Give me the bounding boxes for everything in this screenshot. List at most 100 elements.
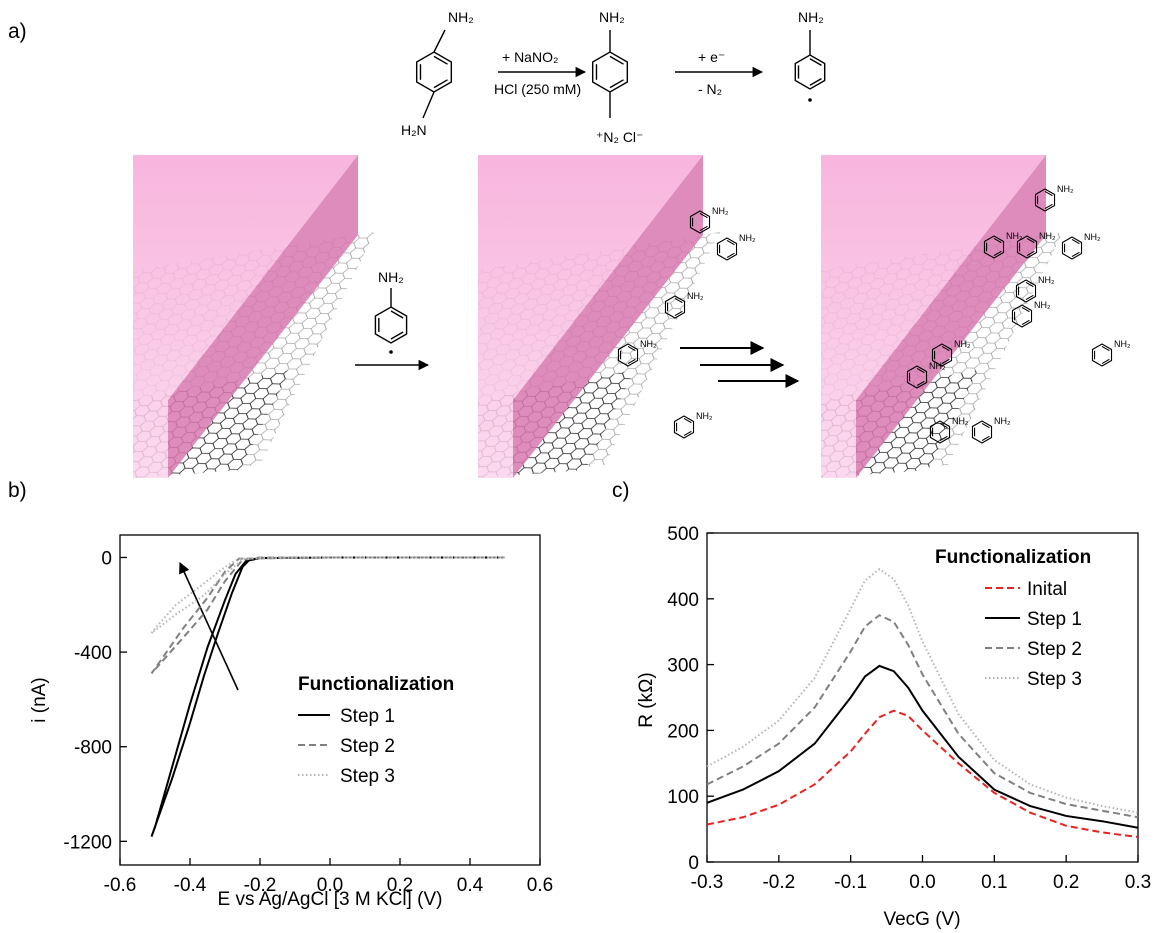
double-bond [433, 79, 448, 89]
electrode-face [513, 155, 703, 478]
y-tick-label: 200 [667, 721, 699, 742]
legend-label: Step 1 [340, 706, 395, 727]
benzene-ring [971, 420, 993, 444]
electrode-top [133, 155, 358, 478]
y-axis-label: i (nA) [29, 677, 50, 722]
bond [433, 29, 446, 53]
data-line [706, 664, 1139, 829]
benzene-ring [716, 237, 738, 261]
double-bond [981, 435, 990, 442]
double-bond [683, 417, 692, 424]
x-tick-label: 0.2 [1053, 872, 1079, 893]
reaction-scheme: NH₂ H₂N + NaNO₂ HCl (250 mM) NH₂ ⁺N₂ Cl⁻… [355, 9, 824, 388]
data-line [150, 556, 505, 634]
formula: NH₂ [599, 9, 625, 25]
double-bond [699, 212, 708, 219]
x-tick-label: 0.2 [387, 875, 413, 896]
amine-label: NH₂ [1006, 231, 1023, 241]
x-tick-label: -0.4 [174, 875, 207, 896]
y-tick-label: -800 [74, 738, 112, 759]
double-bond [981, 422, 990, 429]
formula: NH₂ [798, 9, 824, 25]
legend-label: Step 2 [1027, 639, 1082, 660]
double-bond [390, 310, 404, 319]
double-bond [939, 435, 948, 442]
y-tick-label: 400 [667, 590, 699, 611]
double-bond [1101, 345, 1110, 352]
x-tick-label: -0.2 [244, 875, 277, 896]
double-bond [941, 345, 950, 352]
double-bond [993, 250, 1002, 257]
data-line [706, 567, 1139, 814]
y-tick-label: 0 [688, 853, 699, 874]
amine-label: NH₂ [1039, 231, 1056, 241]
legend-label: Step 2 [340, 736, 395, 757]
double-bond [609, 79, 624, 89]
benzene-ring [794, 54, 826, 90]
double-bond [1071, 238, 1080, 245]
double-bond [916, 380, 925, 387]
y-tick-label: 300 [667, 656, 699, 677]
benzene-ring [374, 306, 408, 344]
double-bond [916, 367, 925, 374]
benzene-ring [1034, 188, 1056, 212]
double-bond [809, 58, 822, 66]
double-bond [1021, 319, 1030, 326]
benzene-ring [1011, 304, 1033, 328]
x-tick-label: -0.6 [104, 875, 137, 896]
double-bond [609, 55, 624, 65]
condition: HCl (250 mM) [494, 81, 581, 97]
trend-arrow [179, 561, 239, 691]
benzene-ring [591, 51, 629, 93]
double-bond [433, 55, 448, 65]
x-tick-label: 0.6 [527, 875, 553, 896]
double-bond [1026, 237, 1035, 244]
x-tick-label: -0.3 [691, 872, 724, 893]
benzene-ring [929, 420, 951, 444]
benzene-ring [983, 235, 1005, 259]
amine-label: NH₂ [994, 416, 1011, 426]
double-bond [699, 225, 708, 232]
double-bond [1071, 251, 1080, 258]
electrode-top [821, 155, 1046, 478]
benzene-ring [689, 210, 711, 234]
x-tick-label: 0.0 [909, 872, 935, 893]
reagent: + e⁻ [698, 49, 725, 65]
amine-label: NH₂ [1034, 300, 1051, 310]
y-tick-label: 500 [667, 524, 699, 545]
legend-label: Inital [1027, 579, 1067, 600]
double-bond [939, 422, 948, 429]
double-bond [674, 297, 683, 304]
double-bond [1026, 250, 1035, 257]
amine-label: NH₂ [739, 233, 756, 243]
amine-label: NH₂ [1084, 232, 1101, 242]
amine-label: NH₂ [687, 291, 704, 301]
electrode-top [478, 155, 703, 478]
double-bond [726, 252, 735, 259]
double-bond [1044, 190, 1053, 197]
plot-frame [119, 534, 541, 866]
x-tick-label: 0.4 [457, 875, 484, 896]
double-bond [674, 310, 683, 317]
double-bond [683, 430, 692, 437]
amine-label: NH₂ [952, 416, 969, 426]
reagent: + NaNO₂ [502, 49, 558, 65]
benzene-ring [673, 415, 695, 439]
legend-label: Step 3 [1027, 669, 1082, 690]
bond [422, 91, 435, 119]
double-bond [993, 237, 1002, 244]
x-tick-label: 0.1 [981, 872, 1007, 893]
data-line [706, 709, 1139, 838]
amine-label: NH₂ [929, 361, 946, 371]
plot-frame [706, 532, 1139, 863]
x-axis-label: VecG (V) [883, 909, 960, 930]
amine-label: NH₂ [640, 339, 657, 349]
data-line [150, 556, 505, 837]
double-bond [941, 358, 950, 365]
benzene-ring [664, 295, 686, 319]
legend-title: Functionalization [935, 547, 1091, 568]
double-bond [1044, 203, 1053, 210]
panel-label: c) [612, 479, 630, 502]
amine-label: NH₂ [696, 411, 713, 421]
